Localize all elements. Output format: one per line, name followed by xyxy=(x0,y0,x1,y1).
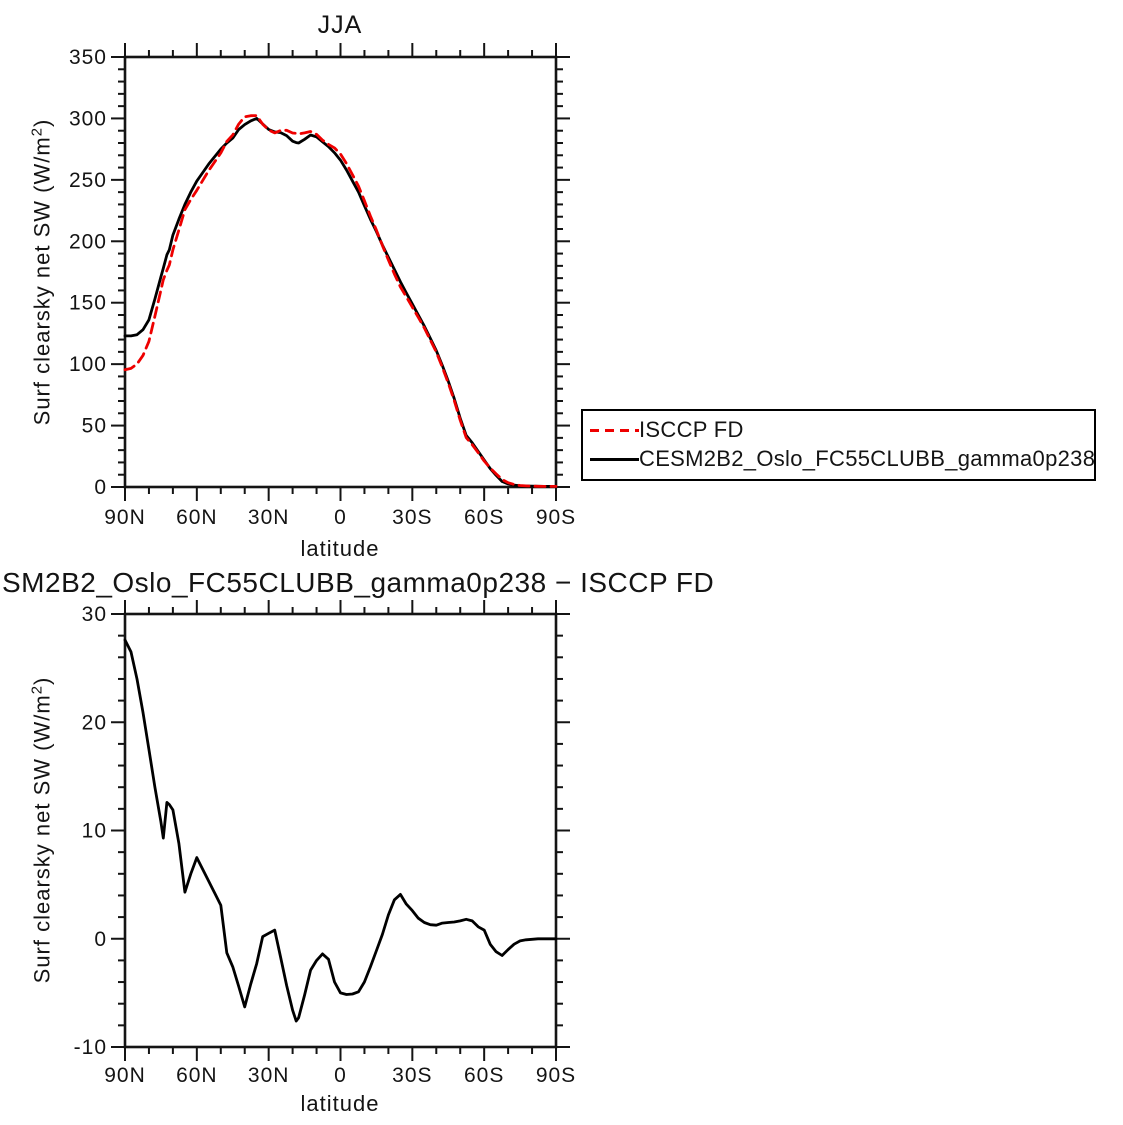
x-tick-label: 90N xyxy=(104,1064,146,1087)
y-tick-label: 100 xyxy=(69,353,107,376)
y-tick-label: 0 xyxy=(94,476,107,499)
top-panel-curves xyxy=(123,114,558,488)
top-panel-frame xyxy=(123,55,558,489)
x-tick-label: 30S xyxy=(392,506,432,529)
y-tick-label: 50 xyxy=(82,415,107,438)
top-panel-tick-labels: 90N 60N 30N 0 30S 60S 90S 0 50 100 150 200 250 300 350 xyxy=(69,46,576,529)
x-tick-label: 90S xyxy=(536,1064,576,1087)
legend-label-cesm: CESM2B2_Oslo_FC55CLUBB_gamma0p238 xyxy=(639,446,1096,471)
bottom-panel-x-axis-label: latitude xyxy=(300,1091,380,1116)
y-tick-label: 200 xyxy=(69,230,107,253)
bottom-panel-tick-labels: 90N 60N 30N 0 30S 60S 90S -10 0 10 20 30 xyxy=(74,603,576,1087)
legend: ISCCP FD CESM2B2_Oslo_FC55CLUBB_gamma0p2… xyxy=(581,409,1096,481)
x-tick-label: 30N xyxy=(248,506,290,529)
y-axis-label-text: Surf clearsky net SW (W/m xyxy=(29,136,55,426)
y-tick-label: 300 xyxy=(69,107,107,130)
x-tick-label: 0 xyxy=(334,1064,347,1087)
y-tick-label: 10 xyxy=(82,820,107,843)
y-tick-label: -10 xyxy=(74,1036,107,1059)
y-axis-label-superscript: 2 xyxy=(28,126,46,137)
y-tick-label: 30 xyxy=(82,603,107,626)
y-tick-label: 250 xyxy=(69,169,107,192)
x-tick-label: 60N xyxy=(176,506,218,529)
y-axis-label-close: ) xyxy=(29,676,55,685)
cesm-curve xyxy=(123,117,558,488)
legend-entry-isccp: ISCCP FD xyxy=(590,417,744,442)
x-tick-label: 60N xyxy=(176,1064,218,1087)
difference-curve xyxy=(123,638,558,1023)
top-panel-ticks xyxy=(111,43,570,501)
bottom-panel-frame xyxy=(123,612,558,1049)
bottom-panel: 90N 60N 30N 0 30S 60S 90S -10 0 10 20 30 xyxy=(74,600,576,1087)
black-solid-line-sample xyxy=(590,457,639,461)
x-tick-label: 90S xyxy=(536,506,576,529)
x-tick-label: 90N xyxy=(104,506,146,529)
y-axis-label-close: ) xyxy=(29,118,55,127)
red-dashed-line-sample xyxy=(590,428,639,432)
x-tick-label: 30N xyxy=(248,1064,290,1087)
x-tick-label: 60S xyxy=(464,506,504,529)
top-panel: 90N 60N 30N 0 30S 60S 90S 0 50 100 150 200 250 300 350 xyxy=(69,43,576,529)
y-tick-label: 150 xyxy=(69,292,107,315)
bottom-panel-title: SM2B2_Oslo_FC55CLUBB_gamma0p238 − ISCCP … xyxy=(2,567,715,598)
x-tick-label: 60S xyxy=(464,1064,504,1087)
isccp-curve xyxy=(123,114,558,488)
y-tick-label: 20 xyxy=(82,711,107,734)
top-panel-x-axis-label: latitude xyxy=(300,536,380,561)
y-tick-label: 0 xyxy=(94,928,107,951)
x-tick-label: 30S xyxy=(392,1064,432,1087)
bottom-panel-y-axis-label: Surf clearsky net SW (W/m2) xyxy=(28,677,55,984)
legend-entry-cesm: CESM2B2_Oslo_FC55CLUBB_gamma0p238 xyxy=(590,446,1096,471)
top-panel-y-axis-label: Surf clearsky net SW (W/m2) xyxy=(28,119,55,426)
y-axis-label-superscript: 2 xyxy=(28,684,46,695)
bottom-panel-curves xyxy=(123,638,558,1023)
y-axis-label-text: Surf clearsky net SW (W/m xyxy=(29,694,55,984)
top-panel-title: JJA xyxy=(317,11,363,39)
legend-label-isccp: ISCCP FD xyxy=(639,417,744,442)
x-tick-label: 0 xyxy=(334,506,347,529)
y-tick-label: 350 xyxy=(69,46,107,69)
